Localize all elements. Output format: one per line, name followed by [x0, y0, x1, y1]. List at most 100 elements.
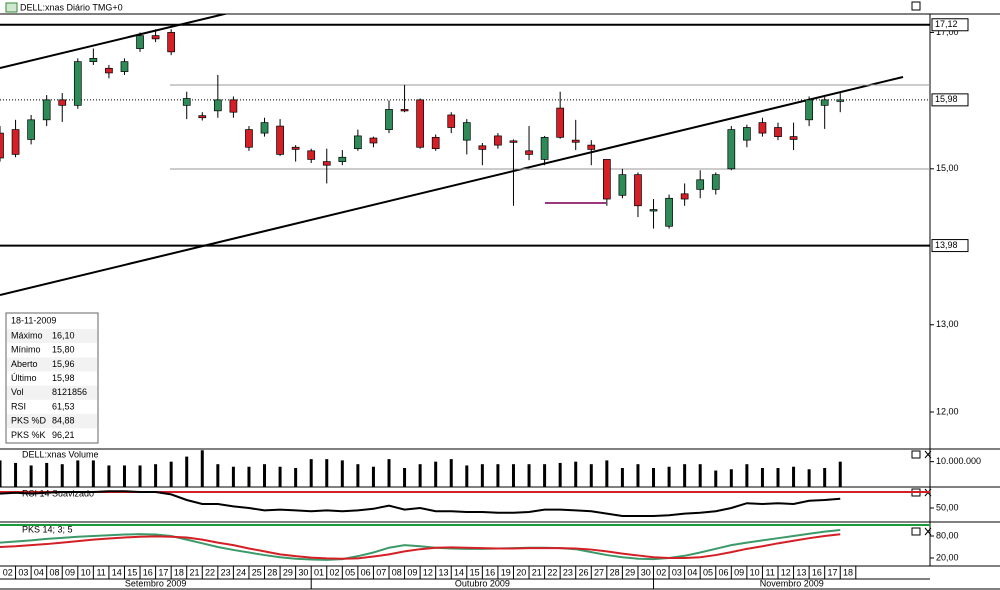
- x-tick-label: 22: [547, 567, 557, 577]
- volume-bar: [480, 464, 484, 487]
- candle-body: [120, 61, 129, 72]
- indicator-line: [0, 490, 841, 517]
- x-tick-label: 06: [719, 567, 729, 577]
- volume-bar: [807, 469, 811, 487]
- x-tick-label: 14: [112, 567, 122, 577]
- candle-body: [245, 129, 253, 148]
- x-tick-label: 15: [470, 567, 480, 577]
- x-tick-label: 03: [18, 567, 28, 577]
- x-tick-label: 09: [407, 567, 417, 577]
- volume-bar: [138, 465, 142, 487]
- volume-bar: [45, 462, 49, 487]
- info-value: 15,96: [52, 359, 75, 369]
- price-label: 13,98: [935, 240, 958, 250]
- volume-bar: [247, 466, 251, 487]
- info-value: 61,53: [52, 401, 75, 411]
- x-tick-label: 04: [34, 567, 44, 577]
- x-tick-label: 11: [96, 567, 105, 577]
- x-tick-label: 29: [283, 567, 293, 577]
- x-tick-label: 28: [267, 567, 277, 577]
- x-tick-label: 04: [687, 567, 697, 577]
- x-tick-label: 02: [3, 567, 13, 577]
- volume-bar: [605, 460, 609, 487]
- candle-body: [431, 136, 440, 150]
- volume-bar: [636, 464, 640, 487]
- candle-body: [136, 35, 144, 49]
- marks: [0, 23, 930, 561]
- x-tick-label: 06: [361, 567, 371, 577]
- x-tick-label: 15: [127, 567, 137, 577]
- indicator-line: [0, 529, 841, 561]
- candle-body: [602, 159, 611, 200]
- info-label: PKS %D: [11, 416, 47, 426]
- volume-bar: [14, 462, 18, 487]
- candle-body: [836, 99, 845, 102]
- x-tick-label: 21: [532, 567, 542, 577]
- candle-body: [322, 161, 331, 166]
- candle-body: [307, 150, 316, 160]
- x-tick-label: 01: [314, 567, 324, 577]
- volume-bar: [91, 460, 95, 487]
- price-label-box: [931, 93, 969, 107]
- info-date: 18-11-2009: [11, 315, 56, 325]
- candle-body: [385, 109, 393, 130]
- candle-body: [447, 114, 456, 128]
- x-tick-label: 30: [641, 567, 651, 577]
- indicator-line: [0, 533, 841, 560]
- info-value: 15,80: [52, 345, 75, 355]
- volume-bar: [667, 466, 671, 487]
- volume-bar: [714, 470, 718, 487]
- volume-bar: [465, 465, 469, 487]
- price-label: 15,98: [935, 94, 958, 104]
- y-tick-label: 20,00: [936, 552, 959, 562]
- volume-bar: [278, 466, 282, 487]
- x-tick-label: 08: [392, 567, 402, 577]
- volume-bar: [216, 464, 220, 487]
- volume-bar: [309, 459, 313, 487]
- volume-bar: [294, 468, 298, 487]
- x-tick-label: 02: [656, 567, 666, 577]
- candle-body: [213, 99, 222, 112]
- candle-body: [571, 139, 580, 143]
- volume-bar: [29, 465, 33, 487]
- volume-bar: [231, 466, 235, 487]
- candle-body: [774, 127, 782, 137]
- maximize-button[interactable]: [911, 1, 921, 11]
- candle-body: [151, 35, 160, 40]
- panel-button[interactable]: [911, 527, 921, 536]
- info-label: Máximo: [11, 330, 43, 340]
- candle-body: [229, 99, 238, 113]
- month-label: Setembro 2009: [125, 578, 187, 588]
- candle-body: [58, 99, 67, 106]
- x-tick-label: 13: [438, 567, 448, 577]
- window-icon: [5, 2, 18, 13]
- volume-bar: [387, 459, 391, 487]
- volume-bar: [200, 450, 204, 487]
- candle-body: [73, 61, 82, 106]
- x-tick-label: 26: [578, 567, 588, 577]
- candle-body: [369, 137, 378, 144]
- volume-bar: [838, 461, 842, 487]
- candle-body: [260, 122, 269, 134]
- candle-body: [525, 150, 533, 155]
- volume-bar: [107, 465, 111, 487]
- candle-body: [789, 136, 798, 140]
- panel-button[interactable]: [911, 450, 921, 459]
- month-label: Novembro 2009: [760, 578, 824, 588]
- x-tick-label: 03: [672, 567, 682, 577]
- axes: 17,00 15,00 13,00 12,00 17,12 13,98 15,98 02 03 0…: [0, 18, 981, 589]
- candle-body: [649, 209, 658, 212]
- y-tick-label: 10.000.000: [936, 456, 981, 466]
- x-tick-label: 24: [236, 567, 246, 577]
- candle-body: [291, 146, 300, 150]
- volume-bar: [434, 461, 438, 487]
- candle-body: [338, 156, 347, 162]
- candle-body: [478, 145, 487, 150]
- candle-body: [618, 174, 627, 196]
- volume-bar: [60, 464, 64, 487]
- volume-bar: [729, 469, 733, 487]
- candle-body: [696, 179, 705, 190]
- volume-bar: [652, 468, 656, 487]
- volume-bar: [698, 464, 702, 487]
- volume-bar: [527, 464, 531, 487]
